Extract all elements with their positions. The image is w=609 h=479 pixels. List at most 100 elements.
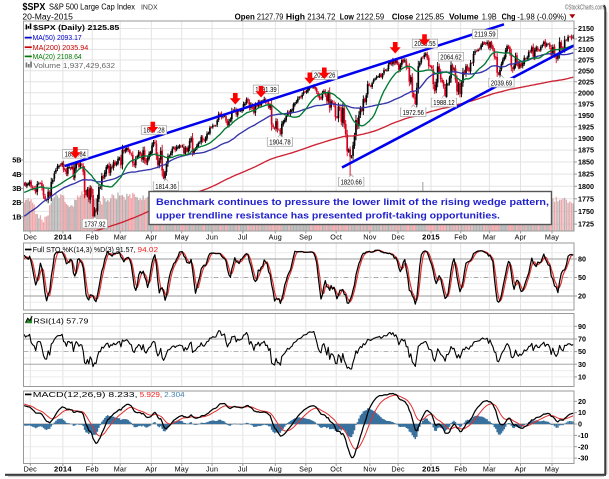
svg-text:May: May (175, 232, 189, 241)
svg-text:Mar: Mar (483, 232, 496, 241)
svg-text:Jun: Jun (206, 232, 218, 241)
svg-text:Dec: Dec (24, 232, 38, 241)
svg-text:30: 30 (578, 360, 586, 369)
svg-text:Oct: Oct (330, 464, 342, 473)
svg-text:20: 20 (578, 397, 586, 406)
svg-text:1972.56: 1972.56 (403, 108, 424, 117)
svg-text:1950: 1950 (578, 111, 594, 120)
svg-text:1814.36: 1814.36 (155, 182, 176, 191)
svg-text:1900: 1900 (578, 134, 594, 143)
svg-text:$SPX: $SPX (23, 2, 46, 13)
svg-text:1775: 1775 (578, 194, 594, 203)
svg-text:1825: 1825 (578, 170, 594, 179)
svg-text:RSI(14) 57.79: RSI(14) 57.79 (33, 316, 88, 325)
svg-text:2050: 2050 (578, 66, 594, 75)
svg-text:Dec: Dec (391, 464, 405, 473)
svg-text:1B: 1B (12, 212, 21, 221)
svg-text:2125: 2125 (578, 35, 594, 44)
svg-text:Apr: Apr (515, 464, 527, 473)
svg-text:0: 0 (578, 420, 582, 429)
svg-text:2015: 2015 (422, 232, 440, 241)
svg-text:2025: 2025 (578, 77, 594, 86)
svg-text:2122.59: 2122.59 (356, 12, 384, 21)
svg-text:Oct: Oct (330, 232, 342, 241)
svg-text:1991.39: 1991.39 (255, 85, 276, 94)
svg-text:Close: Close (392, 12, 414, 21)
svg-text:©StockCharts.com: ©StockCharts.com (565, 4, 604, 12)
svg-text:May: May (545, 232, 559, 241)
svg-text:2134.72: 2134.72 (307, 12, 335, 21)
svg-text:Apr: Apr (145, 464, 157, 473)
svg-text:2150: 2150 (578, 24, 594, 33)
svg-text:2B: 2B (12, 198, 21, 207)
svg-text:Sep: Sep (299, 464, 312, 473)
svg-text:Jun: Jun (206, 464, 218, 473)
svg-text:94.02: 94.02 (138, 245, 159, 254)
svg-text:Apr: Apr (515, 232, 527, 241)
svg-text:2015: 2015 (422, 464, 440, 473)
svg-text:1988.12: 1988.12 (433, 98, 454, 107)
svg-text:50: 50 (578, 347, 586, 356)
svg-text:90: 90 (578, 322, 586, 331)
svg-text:1800: 1800 (578, 182, 594, 191)
svg-text:1.9B: 1.9B (482, 12, 497, 21)
svg-text:1904.78: 1904.78 (269, 138, 290, 147)
svg-text:Full STO %K(14,3) %D(3) 91.57,: Full STO %K(14,3) %D(3) 91.57, (33, 245, 136, 254)
svg-text:2100: 2100 (578, 45, 594, 54)
svg-text:2075: 2075 (578, 56, 594, 65)
svg-text:Aug: Aug (269, 464, 282, 473)
svg-text:1850: 1850 (578, 158, 594, 167)
svg-text:3B: 3B (12, 184, 21, 193)
svg-text:Feb: Feb (86, 232, 99, 241)
svg-text:MACD(12,26,9) 8.233,: MACD(12,26,9) 8.233, (33, 390, 138, 399)
svg-text:Dec: Dec (391, 232, 405, 241)
svg-text:2014: 2014 (54, 232, 72, 241)
svg-text:10: 10 (578, 408, 586, 417)
svg-text:1975: 1975 (578, 100, 594, 109)
svg-text:Volume: Volume (449, 12, 479, 21)
svg-text:Sep: Sep (299, 232, 312, 241)
svg-text:Feb: Feb (454, 464, 467, 473)
svg-text:High: High (286, 12, 305, 21)
svg-text:-30: -30 (578, 454, 588, 463)
svg-text:2119.59: 2119.59 (474, 30, 495, 39)
svg-text:2039.69: 2039.69 (491, 78, 512, 87)
svg-text:1725: 1725 (578, 220, 594, 229)
svg-text:Mar: Mar (114, 464, 127, 473)
svg-text:1875: 1875 (578, 146, 594, 155)
svg-text:2064.62: 2064.62 (440, 52, 461, 61)
svg-text:2125.85: 2125.85 (416, 12, 445, 21)
svg-text:5.929,: 5.929, (140, 390, 163, 399)
svg-text:Apr: Apr (145, 232, 157, 241)
svg-text:Low: Low (340, 12, 355, 21)
svg-text:2.304: 2.304 (164, 390, 185, 399)
svg-text:1737.92: 1737.92 (84, 220, 105, 229)
svg-text:Mar: Mar (483, 464, 496, 473)
svg-text:Chg: Chg (502, 12, 516, 21)
svg-text:-20: -20 (578, 442, 588, 451)
svg-text:20-May-2015: 20-May-2015 (22, 12, 73, 21)
svg-text:May: May (545, 464, 559, 473)
svg-text:1750: 1750 (578, 207, 594, 216)
svg-text:Feb: Feb (86, 464, 99, 473)
svg-text:Feb: Feb (454, 232, 467, 241)
svg-text:Dec: Dec (24, 464, 38, 473)
svg-text:-10: -10 (578, 431, 588, 440)
svg-text:S&P 500 Large Cap Index: S&P 500 Large Cap Index (49, 3, 135, 12)
svg-text:MA(200) 2035.94: MA(200) 2035.94 (33, 43, 89, 52)
svg-text:2014: 2014 (54, 464, 72, 473)
svg-text:70: 70 (578, 335, 586, 344)
svg-text:$SPX (Daily) 2125.85: $SPX (Daily) 2125.85 (33, 23, 120, 32)
svg-text:Benchmark continues to pressur: Benchmark continues to pressure the lowe… (156, 197, 549, 208)
svg-text:20: 20 (578, 292, 586, 301)
svg-text:50: 50 (578, 273, 586, 282)
svg-text:MA(20) 2108.64: MA(20) 2108.64 (33, 52, 82, 61)
svg-text:10: 10 (578, 373, 586, 382)
svg-text:upper trendline resistance has: upper trendline resistance has presented… (156, 211, 500, 222)
svg-text:2000: 2000 (578, 88, 594, 97)
svg-text:INDX: INDX (141, 4, 158, 11)
svg-text:4B: 4B (12, 170, 21, 179)
svg-text:1820.66: 1820.66 (341, 178, 362, 187)
svg-text:Nov: Nov (363, 232, 377, 241)
svg-text:Aug: Aug (269, 232, 282, 241)
